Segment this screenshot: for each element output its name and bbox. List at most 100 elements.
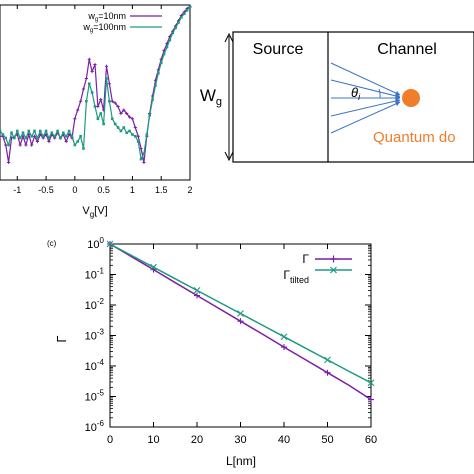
- data-point: [130, 117, 135, 121]
- data-point: [64, 139, 68, 144]
- data-point: [237, 318, 244, 325]
- data-point: [67, 132, 71, 137]
- data-point: [139, 146, 143, 151]
- data-point: [145, 133, 149, 136]
- data-point: [177, 21, 180, 24]
- data-point: [59, 136, 62, 140]
- data-point: [133, 125, 137, 130]
- panel-a-x-ticks: -1 -0.5 0 0.5 1 1.5 2: [13, 5, 193, 195]
- data-point: [127, 115, 132, 119]
- data-point: [73, 143, 77, 147]
- panel-c-x-tick-label: 60: [365, 434, 377, 446]
- legend-label-wg100: wg=100nm: [82, 22, 126, 34]
- channel-label: Channel: [377, 41, 437, 58]
- data-point: [47, 136, 51, 140]
- data-point: [79, 134, 82, 138]
- data-point: [125, 111, 129, 116]
- panel-c-x-tick-label: 30: [234, 434, 246, 446]
- data-point: [106, 240, 114, 248]
- data-point: [87, 82, 91, 86]
- tunneling-arrows: [330, 62, 401, 134]
- data-point: [119, 129, 123, 133]
- data-point: [102, 122, 105, 126]
- panel-a-x-tick-label: -0.5: [38, 185, 54, 195]
- data-point: [70, 134, 74, 138]
- data-point: [131, 133, 134, 136]
- data-point: [185, 8, 189, 12]
- data-point: [93, 62, 97, 67]
- data-point: [13, 136, 16, 140]
- data-point: [105, 77, 108, 80]
- panel-a-x-tick-label: -1: [13, 185, 21, 195]
- panel-c-y-axis-label: Γ: [54, 335, 69, 342]
- quantum-dot-label: Quantum do: [373, 129, 456, 146]
- device-outline: [232, 31, 474, 163]
- panel-a-legend: wg=10nm wg=100nm: [82, 11, 162, 34]
- data-point: [81, 87, 86, 91]
- data-point: [136, 140, 140, 143]
- data-point: [134, 134, 137, 138]
- data-point: [280, 333, 288, 341]
- data-point: [90, 91, 94, 94]
- panel-a-plot: -1 -0.5 0 0.5 1 1.5 2 wg=10nm wg=100nm Vg[V]: [0, 4, 193, 219]
- data-point: [107, 82, 111, 86]
- data-point: [96, 117, 100, 121]
- panel-b-diagram: Source Channel Wg θi Quantum do: [200, 31, 474, 163]
- data-point: [64, 134, 68, 138]
- data-point: [168, 38, 172, 42]
- data-point: [53, 134, 56, 138]
- panel-c-series-1: [106, 240, 375, 387]
- panel-c-y-tick-label: 100: [87, 236, 104, 251]
- data-point: [324, 356, 331, 364]
- panel-c-label: (c): [47, 239, 57, 248]
- data-point: [150, 263, 157, 271]
- legend-label-gamma: Γ: [302, 252, 309, 266]
- data-point: [125, 131, 128, 135]
- data-point: [76, 108, 80, 112]
- data-point: [122, 126, 126, 129]
- panel-c-x-tick-label: 40: [278, 434, 290, 446]
- data-point: [148, 113, 151, 117]
- data-point: [154, 84, 157, 87]
- data-point: [99, 112, 103, 115]
- data-point: [7, 143, 10, 147]
- panel-a-series-1: [0, 5, 192, 161]
- width-arrow-top-icon: [224, 32, 234, 43]
- data-point: [159, 61, 163, 65]
- tunneling-arrow: [330, 62, 401, 96]
- data-point: [82, 147, 85, 150]
- angle-label: θi: [351, 85, 361, 102]
- data-point: [188, 5, 192, 9]
- data-point: [10, 131, 13, 135]
- panel-a-x-axis-label: Vg[V]: [82, 205, 107, 219]
- legend-label-gamma-tilted: Γtilted: [283, 268, 309, 285]
- data-point: [4, 143, 8, 147]
- data-point: [157, 71, 160, 75]
- data-point: [62, 131, 65, 135]
- panel-c-legend: Γ Γtilted: [283, 252, 352, 285]
- data-point: [24, 143, 28, 147]
- data-point: [50, 131, 54, 135]
- data-point: [139, 157, 143, 161]
- data-point: [151, 98, 154, 101]
- data-point: [21, 131, 25, 135]
- panel-c-y-tick-label: 10-6: [85, 419, 105, 434]
- panel-a-x-tick-label: 1.5: [155, 185, 168, 195]
- data-point: [32, 134, 37, 138]
- data-point: [18, 136, 22, 140]
- panel-a-series: [0, 5, 192, 165]
- data-point: [15, 129, 19, 133]
- data-point: [110, 117, 114, 121]
- panel-c-y-tick-label: 10-5: [85, 389, 105, 404]
- data-point: [87, 57, 91, 61]
- data-point: [4, 136, 8, 140]
- panel-c-x-tick-label: 20: [191, 434, 203, 446]
- data-point: [1, 133, 5, 136]
- data-point: [33, 129, 36, 133]
- data-point: [162, 52, 166, 56]
- data-point: [367, 379, 375, 387]
- data-point: [104, 64, 109, 68]
- data-point: [165, 45, 169, 49]
- data-point: [0, 134, 2, 138]
- panel-c-series-0: [107, 241, 374, 403]
